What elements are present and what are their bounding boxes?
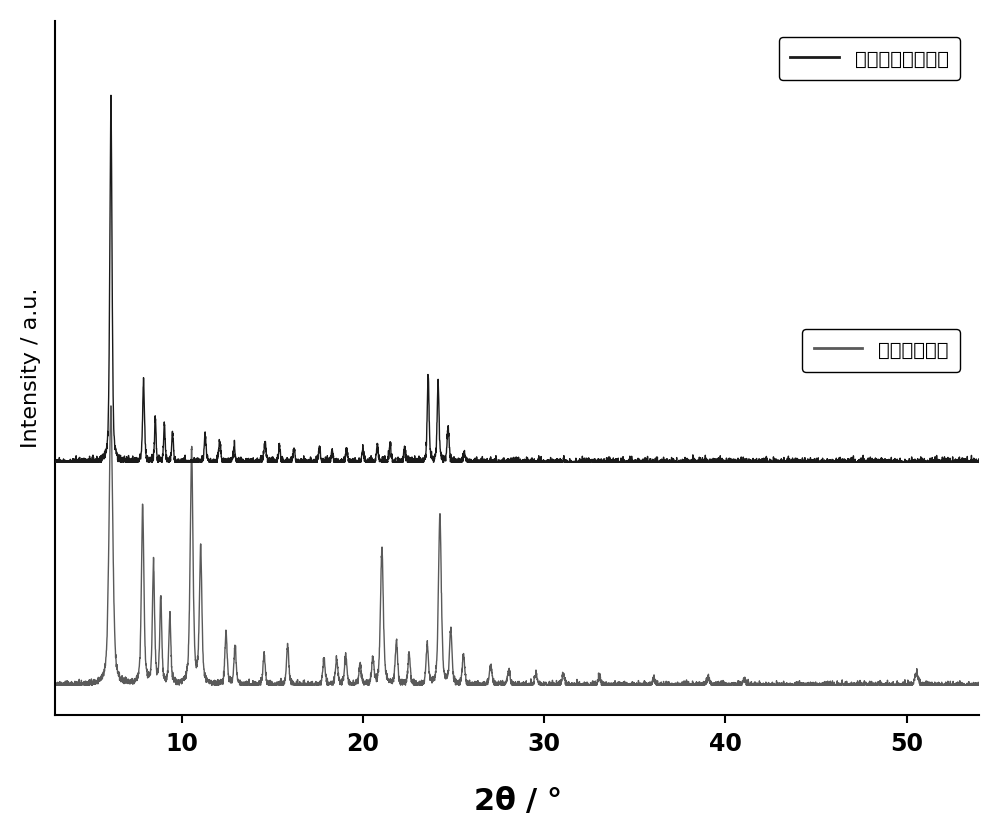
- Legend: 模拟衍射图谱: 模拟衍射图谱: [802, 329, 960, 372]
- Y-axis label: Intensity / a.u.: Intensity / a.u.: [21, 288, 41, 448]
- Text: $\mathbf{2\theta}$$\mathbf{\ /\ °}$: $\mathbf{2\theta}$$\mathbf{\ /\ °}$: [473, 784, 561, 815]
